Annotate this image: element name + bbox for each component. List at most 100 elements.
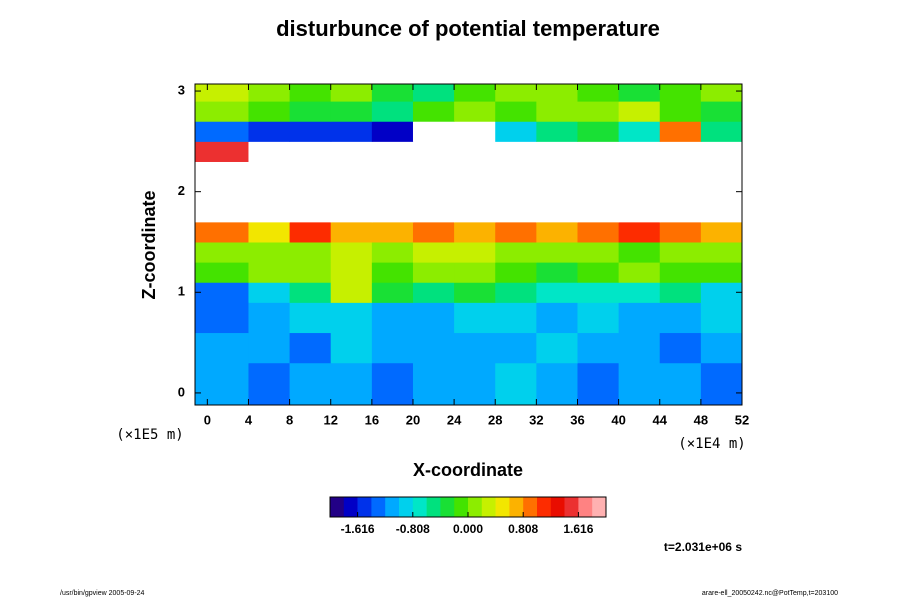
heatmap-cell xyxy=(248,221,291,243)
colorbar-segment xyxy=(440,497,455,517)
heatmap-cell xyxy=(454,221,496,243)
x-tick-label: 48 xyxy=(694,412,708,427)
colorbar-segment xyxy=(523,497,538,517)
heatmap-cell xyxy=(330,221,373,243)
heatmap-cell xyxy=(618,262,661,283)
y-tick-label: 2 xyxy=(178,183,185,198)
heatmap-cell xyxy=(195,282,249,303)
heatmap-cell xyxy=(618,121,661,142)
y-tick-label: 3 xyxy=(178,82,185,97)
heatmap-cell xyxy=(536,84,578,102)
colorbar-segment xyxy=(426,497,441,517)
heatmap-cell xyxy=(495,141,537,162)
heatmap-cell xyxy=(371,282,414,303)
heatmap-cell xyxy=(700,181,743,203)
heatmap-cell xyxy=(289,302,332,334)
heatmap-cell xyxy=(659,332,702,364)
colorbar-segment xyxy=(412,497,427,517)
heatmap-cell xyxy=(248,362,291,406)
colorbar-segment xyxy=(550,497,565,517)
colorbar-segment xyxy=(371,497,386,517)
heatmap-cell xyxy=(700,332,743,364)
heatmap-cell xyxy=(577,101,620,122)
heatmap-cell xyxy=(330,181,373,203)
heatmap-cell xyxy=(289,101,332,122)
heatmap-cell xyxy=(577,241,620,263)
heatmap-cell xyxy=(495,241,537,263)
heatmap-cell xyxy=(330,262,373,283)
colorbar-segment xyxy=(578,497,593,517)
heatmap-cell xyxy=(454,362,496,406)
heatmap-cell xyxy=(495,282,537,303)
heatmap-cell xyxy=(454,332,496,364)
heatmap-cell xyxy=(454,302,496,334)
x-tick-label: 4 xyxy=(245,412,253,427)
heatmap-cell xyxy=(700,84,743,102)
heatmap-cell xyxy=(412,181,455,203)
heatmap-cell xyxy=(577,362,620,406)
heatmap-cell xyxy=(659,221,702,243)
heatmap-cell xyxy=(248,101,291,122)
heatmap-cell xyxy=(577,141,620,162)
heatmap-cell xyxy=(195,141,249,162)
heatmap-cell xyxy=(371,141,414,162)
heatmap-cell xyxy=(659,101,702,122)
x-axis-label: X-coordinate xyxy=(413,460,523,480)
x-tick-label: 28 xyxy=(488,412,502,427)
heatmap-cell xyxy=(412,332,455,364)
heatmap-cell xyxy=(289,84,332,102)
heatmap-cell xyxy=(371,302,414,334)
heatmap-cell xyxy=(454,101,496,122)
heatmap-cell xyxy=(618,84,661,102)
heatmap-cell xyxy=(577,221,620,243)
heatmap-cell xyxy=(371,181,414,203)
heatmap-cell xyxy=(289,141,332,162)
heatmap-cell xyxy=(577,302,620,334)
heatmap-cell xyxy=(330,302,373,334)
heatmap-cell xyxy=(195,262,249,283)
colorbar-segment xyxy=(357,497,372,517)
heatmap-cell xyxy=(495,101,537,122)
heatmap-cell xyxy=(248,141,291,162)
heatmap-cell xyxy=(289,161,332,183)
heatmap-cell xyxy=(618,141,661,162)
heatmap-cell xyxy=(330,332,373,364)
heatmap-cell xyxy=(577,161,620,183)
heatmap-cell xyxy=(454,141,496,162)
heatmap-cell xyxy=(371,262,414,283)
heatmap-cell xyxy=(454,84,496,102)
heatmap-cell xyxy=(495,332,537,364)
heatmap-cell xyxy=(659,84,702,102)
heatmap-cell xyxy=(495,302,537,334)
heatmap-cell xyxy=(536,282,578,303)
colorbar-tick-label: 1.616 xyxy=(563,522,593,536)
heatmap-cell xyxy=(289,262,332,283)
heatmap-cell xyxy=(700,221,743,243)
heatmap-cell xyxy=(700,241,743,263)
heatmap-cell xyxy=(289,362,332,406)
heatmap-cell xyxy=(618,332,661,364)
heatmap-cell xyxy=(659,161,702,183)
heatmap-cell xyxy=(195,302,249,334)
heatmap-cell xyxy=(618,221,661,243)
heatmap-cell xyxy=(330,282,373,303)
heatmap-cell xyxy=(577,262,620,283)
heatmap-cell xyxy=(195,101,249,122)
time-label: t=2.031e+06 s xyxy=(664,540,742,554)
heatmap-cell xyxy=(495,84,537,102)
colorbar-segment xyxy=(468,497,483,517)
heatmap-cell xyxy=(659,141,702,162)
heatmap-cell xyxy=(248,84,291,102)
heatmap-cell xyxy=(412,141,455,162)
heatmap-cell xyxy=(618,181,661,203)
heatmap-cell xyxy=(195,362,249,406)
heatmap-cell xyxy=(412,121,455,142)
colorbar-tick-label: -0.808 xyxy=(396,522,430,536)
heatmap-cell xyxy=(536,332,578,364)
heatmap-cell xyxy=(248,302,291,334)
y-tick-label: 0 xyxy=(178,384,185,399)
heatmap-cell xyxy=(195,84,249,102)
x-tick-label: 0 xyxy=(204,412,211,427)
heatmap-cell xyxy=(330,141,373,162)
heatmap-cell xyxy=(700,141,743,162)
